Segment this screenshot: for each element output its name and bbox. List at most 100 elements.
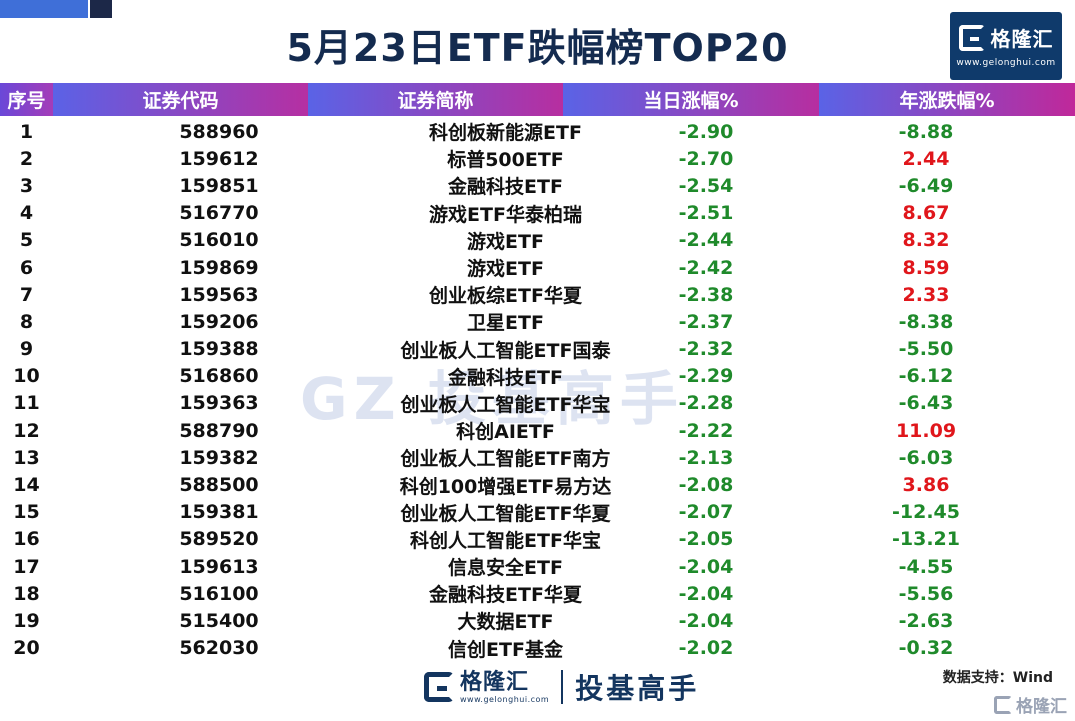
cell-day-change: -2.04 — [678, 609, 734, 632]
cell-day-change: -2.90 — [678, 120, 734, 143]
gelonghui-g-icon — [958, 24, 985, 51]
cell-year-change: -13.21 — [892, 528, 960, 551]
cell-year-change: -6.03 — [898, 446, 954, 469]
table-row: 16 589520 科创人工智能ETF华宝 -2.05 -13.21 — [0, 526, 1075, 553]
table-row: 8 159206 卫星ETF -2.37 -8.38 — [0, 308, 1075, 335]
cell-code: 159869 — [179, 256, 259, 279]
cell-code: 516860 — [179, 365, 259, 388]
cell-year-change: -5.50 — [898, 338, 954, 361]
cell-code: 159381 — [179, 501, 259, 524]
cell-index: 18 — [13, 582, 40, 605]
cell-name: 创业板综ETF华夏 — [429, 285, 582, 308]
cell-name: 信息安全ETF — [448, 557, 563, 580]
table-row: 12 588790 科创AIETF -2.22 11.09 — [0, 417, 1075, 444]
cell-index: 4 — [19, 202, 34, 225]
table-row: 18 516100 金融科技ETF华夏 -2.04 -5.56 — [0, 580, 1075, 607]
table-row: 3 159851 金融科技ETF -2.54 -6.49 — [0, 172, 1075, 199]
cell-day-change: -2.32 — [678, 338, 734, 361]
cell-year-change: -8.88 — [898, 120, 954, 143]
corner-watermark: 格隆汇 — [994, 692, 1067, 717]
cell-year-change: -5.56 — [898, 582, 954, 605]
cell-day-change: -2.51 — [678, 202, 734, 225]
cell-day-change: -2.37 — [678, 310, 734, 333]
cell-index: 8 — [19, 310, 34, 333]
cell-year-change: 2.44 — [902, 147, 950, 170]
cell-name: 科创100增强ETF易方达 — [399, 475, 612, 498]
table-row: 17 159613 信息安全ETF -2.04 -4.55 — [0, 553, 1075, 580]
table-row: 4 516770 游戏ETF华泰柏瑞 -2.51 8.67 — [0, 200, 1075, 227]
cell-year-change: 3.86 — [902, 474, 950, 497]
cell-index: 1 — [19, 120, 34, 143]
cell-index: 19 — [13, 609, 40, 632]
cell-day-change: -2.07 — [678, 501, 734, 524]
header-name: 证券简称 — [308, 83, 563, 116]
footer-brand-name: 格隆汇 — [460, 669, 530, 695]
table-row: 15 159381 创业板人工智能ETF华夏 -2.07 -12.45 — [0, 499, 1075, 526]
cell-index: 3 — [19, 174, 34, 197]
header-code: 证券代码 — [53, 83, 308, 116]
cell-code: 159382 — [179, 446, 259, 469]
cell-day-change: -2.05 — [678, 528, 734, 551]
cell-code: 516010 — [179, 229, 259, 252]
table-header: 序号 证券代码 证券简称 当日涨幅% 年涨跌幅% — [0, 83, 1075, 116]
cell-name: 创业板人工智能ETF南方 — [400, 448, 611, 471]
cell-day-change: -2.04 — [678, 582, 734, 605]
data-source: 数据支持：Wind — [942, 670, 1053, 686]
table-row: 5 516010 游戏ETF -2.44 8.32 — [0, 227, 1075, 254]
cell-index: 17 — [13, 555, 40, 578]
corner-watermark-text: 格隆汇 — [1016, 697, 1067, 717]
cell-index: 6 — [19, 256, 34, 279]
cell-day-change: -2.38 — [678, 283, 734, 306]
cell-name: 科创AIETF — [456, 421, 555, 444]
cell-name: 金融科技ETF — [448, 176, 563, 199]
cell-code: 588790 — [179, 419, 259, 442]
table-body: 1 588960 科创板新能源ETF -2.90 -8.88 2 159612 标普500ET… — [0, 118, 1075, 662]
table-row: 6 159869 游戏ETF -2.42 8.59 — [0, 254, 1075, 281]
table-row: 13 159382 创业板人工智能ETF南方 -2.13 -6.03 — [0, 444, 1075, 471]
cell-year-change: 8.59 — [902, 256, 950, 279]
header-day-change: 当日涨幅% — [563, 83, 819, 116]
header-year-change: 年涨跌幅% — [819, 83, 1075, 116]
cell-name: 金融科技ETF — [448, 366, 563, 389]
cell-index: 5 — [19, 229, 34, 252]
cell-index: 2 — [19, 147, 34, 170]
cell-day-change: -2.13 — [678, 446, 734, 469]
corner-decoration-blue — [0, 0, 88, 18]
cell-code: 159388 — [179, 338, 259, 361]
cell-year-change: 8.32 — [902, 229, 950, 252]
cell-day-change: -2.44 — [678, 229, 734, 252]
cell-name: 标普500ETF — [447, 149, 564, 172]
cell-name: 创业板人工智能ETF国泰 — [400, 339, 611, 362]
cell-index: 20 — [13, 637, 40, 660]
cell-name: 信创ETF基金 — [448, 638, 563, 661]
cell-code: 588960 — [179, 120, 259, 143]
footer-slogan: 投基高手 — [575, 672, 700, 705]
cell-index: 14 — [13, 474, 40, 497]
cell-year-change: -6.49 — [898, 174, 954, 197]
cell-code: 516770 — [179, 202, 259, 225]
cell-code: 516100 — [179, 582, 259, 605]
cell-name: 科创板新能源ETF — [429, 122, 582, 145]
cell-index: 13 — [13, 446, 40, 469]
cell-year-change: -2.63 — [898, 609, 954, 632]
cell-year-change: -0.32 — [898, 637, 954, 660]
brand-logo[interactable]: 格隆汇 www.gelonghui.com — [950, 12, 1062, 80]
cell-day-change: -2.70 — [678, 147, 734, 170]
cell-year-change: 8.67 — [902, 202, 950, 225]
cell-day-change: -2.04 — [678, 555, 734, 578]
table-row: 10 516860 金融科技ETF -2.29 -6.12 — [0, 363, 1075, 390]
table-row: 1 588960 科创板新能源ETF -2.90 -8.88 — [0, 118, 1075, 145]
cell-year-change: -6.43 — [898, 392, 954, 415]
cell-name: 创业板人工智能ETF华宝 — [400, 393, 611, 416]
logo-name: 格隆汇 — [990, 27, 1054, 51]
cell-index: 11 — [13, 392, 40, 415]
table-row: 19 515400 大数据ETF -2.04 -2.63 — [0, 607, 1075, 634]
cell-index: 15 — [13, 501, 40, 524]
table-row: 7 159563 创业板综ETF华夏 -2.38 2.33 — [0, 281, 1075, 308]
cell-name: 金融科技ETF华夏 — [429, 584, 582, 607]
cell-day-change: -2.22 — [678, 419, 734, 442]
gelonghui-g-icon — [424, 672, 454, 702]
cell-code: 159612 — [179, 147, 259, 170]
cell-year-change: -8.38 — [898, 310, 954, 333]
cell-day-change: -2.02 — [678, 637, 734, 660]
